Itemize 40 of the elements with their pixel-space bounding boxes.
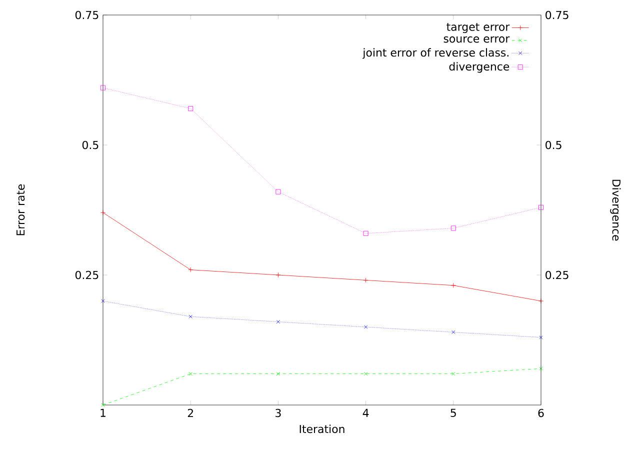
point — [276, 372, 280, 376]
point — [363, 230, 368, 236]
point — [452, 372, 456, 376]
point — [363, 278, 368, 283]
x-tick-label: 2 — [188, 408, 193, 417]
y2-tick-label: 0.75 — [546, 10, 568, 20]
point — [450, 282, 456, 288]
point — [539, 336, 543, 340]
y-tick-label: 0.25 — [75, 270, 98, 280]
point — [450, 226, 456, 231]
point — [276, 189, 281, 194]
x-tick-label: 6 — [538, 408, 544, 418]
point — [100, 85, 106, 90]
point — [452, 330, 456, 334]
point — [188, 267, 194, 272]
point — [276, 272, 281, 278]
legend-label: target error — [446, 23, 510, 34]
x-tick-label: 3 — [276, 408, 281, 418]
point — [539, 366, 543, 370]
y-axis-title: Error rate — [16, 184, 25, 236]
y2-tick-label: 0.5 — [546, 140, 562, 150]
y-tick-label: 0.5 — [82, 140, 98, 150]
point — [538, 204, 544, 210]
point — [276, 320, 280, 324]
point — [101, 403, 105, 407]
point — [188, 314, 192, 318]
legend-label: source error — [444, 36, 510, 43]
point — [188, 106, 194, 112]
point — [364, 372, 368, 376]
x-axis-title: Iteration — [300, 424, 344, 434]
y2-tick-label: 0.25 — [546, 270, 568, 280]
x-tick-label: 4 — [362, 408, 369, 417]
x-tick-label: 1 — [100, 408, 106, 417]
legend-label: joint error of reverse class. — [362, 48, 508, 59]
y2-axis-title: Divergence — [610, 180, 621, 241]
point — [188, 372, 192, 376]
legend-label: divergence — [449, 62, 510, 73]
y-tick-label: 0.75 — [75, 10, 98, 20]
x-tick-label: 5 — [450, 408, 456, 417]
point — [364, 325, 368, 329]
